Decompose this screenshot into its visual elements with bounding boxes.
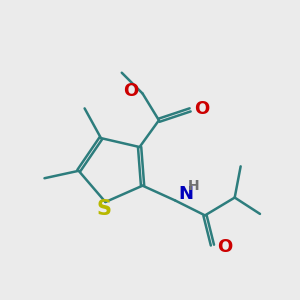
- Text: H: H: [188, 179, 200, 193]
- Text: N: N: [178, 185, 193, 203]
- Text: O: O: [217, 238, 232, 256]
- Text: S: S: [96, 200, 111, 219]
- Text: O: O: [123, 82, 138, 100]
- Text: O: O: [195, 100, 210, 118]
